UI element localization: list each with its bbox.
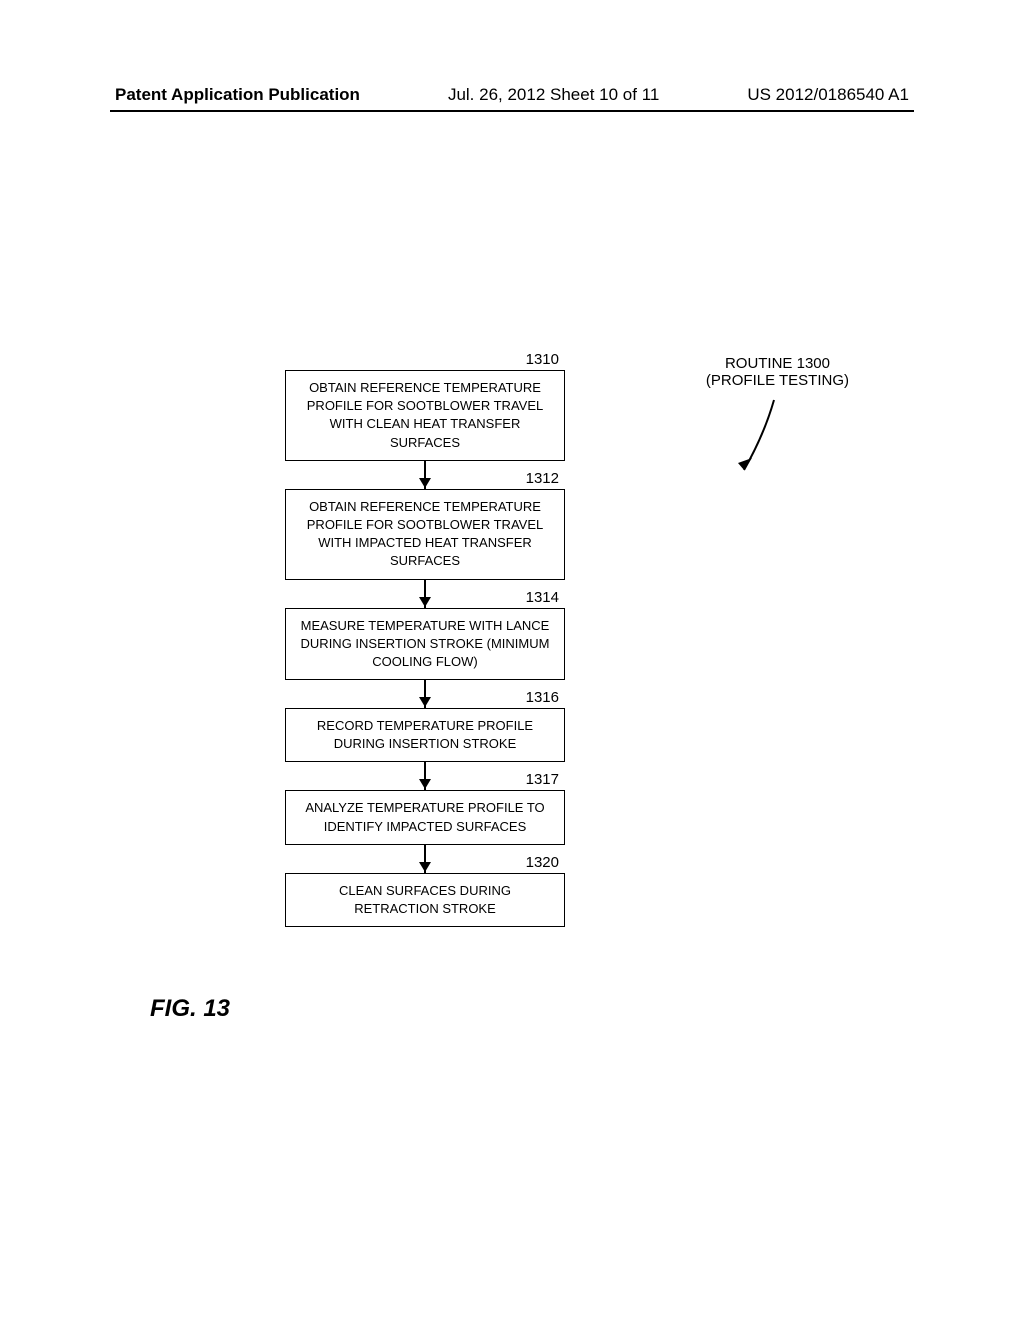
ref-number: 1320: [526, 852, 559, 873]
ref-number: 1317: [526, 769, 559, 790]
flow-box-step1: 1310 OBTAIN REFERENCE TEMPERATURE PROFIL…: [285, 370, 565, 461]
flow-box-text: RECORD TEMPERATURE PROFILE DURING INSERT…: [317, 718, 533, 751]
arrowhead-icon: [419, 862, 431, 872]
routine-label: ROUTINE 1300 (PROFILE TESTING): [706, 355, 849, 389]
ref-number: 1312: [526, 468, 559, 489]
routine-arrow: [734, 395, 794, 485]
figure-label: FIG. 13: [150, 995, 230, 1023]
ref-number: 1316: [526, 687, 559, 708]
flow-box-step6: 1320 CLEAN SURFACES DURING RETRACTION ST…: [285, 873, 565, 927]
flowchart: 1310 OBTAIN REFERENCE TEMPERATURE PROFIL…: [285, 370, 565, 927]
flow-box-text: OBTAIN REFERENCE TEMPERATURE PROFILE FOR…: [307, 380, 543, 450]
flow-box-text: OBTAIN REFERENCE TEMPERATURE PROFILE FOR…: [307, 499, 543, 569]
header-divider: [110, 110, 914, 112]
arrowhead-icon: [419, 478, 431, 488]
header-right-text: US 2012/0186540 A1: [747, 85, 909, 105]
flow-box-text: MEASURE TEMPERATURE WITH LANCE DURING IN…: [301, 618, 550, 669]
flow-box-text: CLEAN SURFACES DURING RETRACTION STROKE: [339, 883, 511, 916]
routine-line1: ROUTINE 1300: [706, 355, 849, 372]
patent-header: Patent Application Publication Jul. 26, …: [0, 85, 1024, 105]
ref-number: 1310: [526, 349, 559, 370]
flow-box-step2: 1312 OBTAIN REFERENCE TEMPERATURE PROFIL…: [285, 489, 565, 580]
flow-box-step5: 1317 ANALYZE TEMPERATURE PROFILE TO IDEN…: [285, 790, 565, 844]
flow-box-step3: 1314 MEASURE TEMPERATURE WITH LANCE DURI…: [285, 608, 565, 681]
ref-number: 1314: [526, 587, 559, 608]
flow-box-text: ANALYZE TEMPERATURE PROFILE TO IDENTIFY …: [305, 800, 544, 833]
header-center-text: Jul. 26, 2012 Sheet 10 of 11: [448, 85, 659, 105]
routine-line2: (PROFILE TESTING): [706, 372, 849, 389]
arrowhead-icon: [419, 597, 431, 607]
header-left-text: Patent Application Publication: [115, 85, 360, 105]
flow-box-step4: 1316 RECORD TEMPERATURE PROFILE DURING I…: [285, 708, 565, 762]
arrowhead-icon: [419, 697, 431, 707]
arrowhead-icon: [419, 779, 431, 789]
